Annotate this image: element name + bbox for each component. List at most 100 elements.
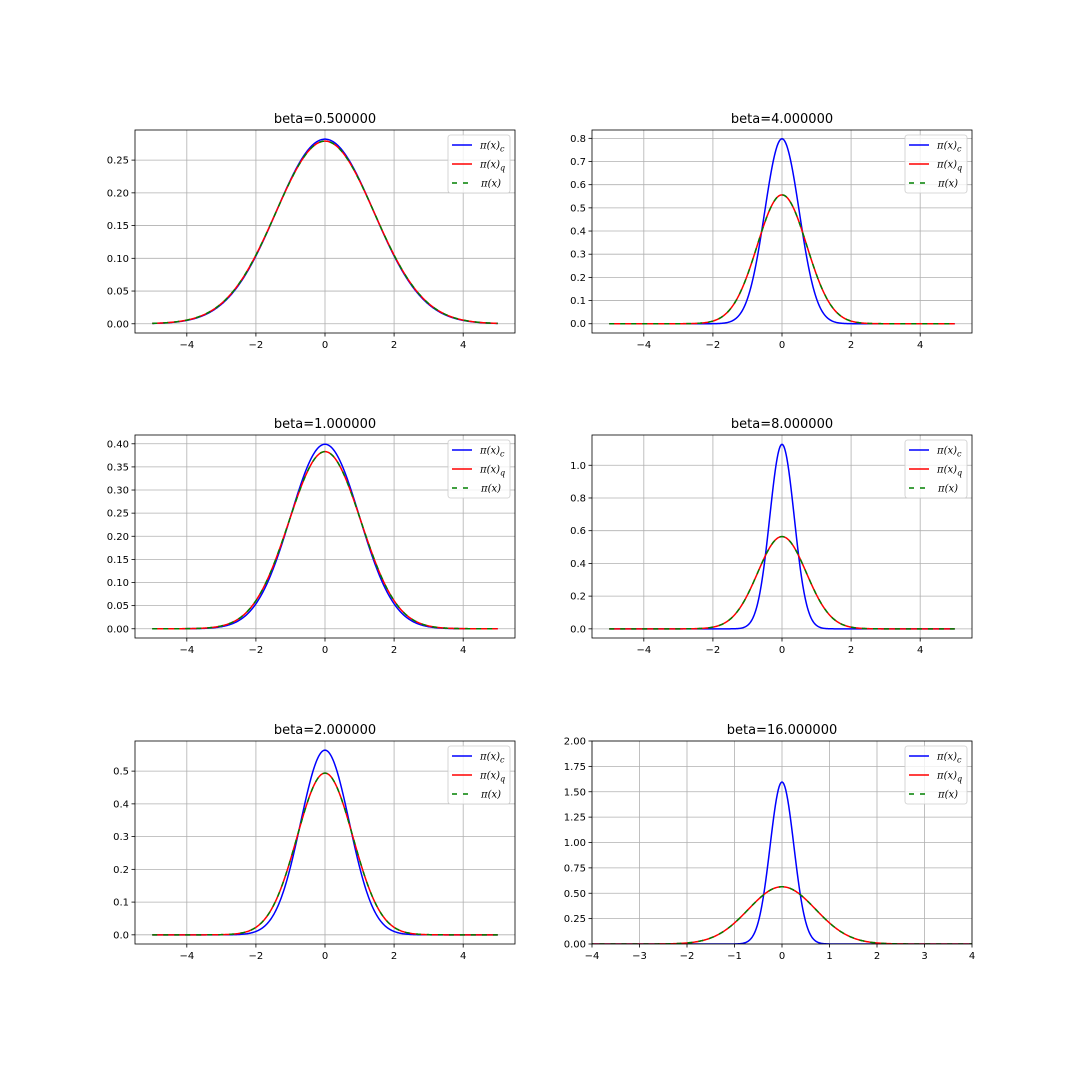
series-line-3	[152, 140, 498, 325]
subplot-1: −4 −2 0 2 4 0.00 0.05 0.10 0.15 0.20 0.25 beta=0.50…	[107, 112, 516, 351]
y-tick-label: 0.25	[564, 914, 586, 925]
series-line-3	[609, 194, 955, 325]
y-tick-label: 0.20	[107, 188, 129, 199]
legend-label: π(x)c	[479, 446, 505, 459]
y-tick-label: 0.05	[107, 287, 129, 298]
x-tick-label: 4	[917, 645, 923, 656]
series-line-3	[609, 535, 955, 630]
legend: π(x)c π(x)q π(x)	[447, 745, 511, 805]
x-tick-label: 2	[391, 645, 397, 656]
y-tick-label: 0.0	[113, 930, 129, 941]
legend-label: π(x)c	[936, 141, 962, 154]
x-tick-label: 0	[779, 951, 785, 962]
x-tick-label: 3	[921, 951, 927, 962]
y-tick-label: 1.50	[564, 787, 586, 798]
y-tick-label: 0.0	[570, 319, 586, 330]
x-tick-label: 2	[391, 951, 397, 962]
x-tick-label: −2	[706, 340, 721, 351]
subplot-title: beta=4.000000	[731, 112, 833, 127]
x-tick-label: −1	[727, 951, 742, 962]
y-tick-label: 0.30	[107, 486, 129, 497]
x-tick-label: −4	[585, 951, 600, 962]
legend-label: π(x)c	[479, 752, 505, 765]
legend-box	[447, 134, 511, 194]
legend-label: π(x)	[480, 484, 501, 495]
y-tick-label: 0.5	[570, 203, 586, 214]
y-tick-label: 0.8	[570, 493, 586, 504]
y-tick-label: 0.2	[570, 273, 586, 284]
x-tick-label: 4	[460, 340, 466, 351]
x-tick-label: 2	[848, 340, 854, 351]
y-tick-label: 1.00	[564, 838, 586, 849]
y-tick-label: 0.1	[113, 898, 129, 909]
series-group	[152, 749, 498, 936]
x-tick-label: 0	[322, 951, 328, 962]
grid	[592, 435, 972, 638]
legend-box	[447, 745, 511, 805]
legend-label: π(x)	[480, 179, 501, 190]
series-group	[609, 443, 955, 630]
series-group	[592, 781, 972, 944]
series-line-3	[152, 772, 498, 936]
x-tick-label: −4	[179, 340, 194, 351]
x-tick-label: −2	[249, 340, 264, 351]
series-line-3	[152, 450, 498, 630]
subplot-2: −4 −2 0 2 4 0.0 0.1 0.2 0.3 0.4 0.5 0.6 0.7 0.8 beta=4…	[570, 112, 973, 351]
subplot-3: −4 −2 0 2 4 0.00 0.05 0.10 0.15 0.20 0.25 0.30 0.35 0…	[107, 417, 516, 656]
series-line-3	[592, 885, 972, 944]
y-tick-label: 0.25	[107, 509, 129, 520]
y-tick-label: 0.5	[113, 767, 129, 778]
y-tick-label: 1.25	[564, 813, 586, 824]
legend-label: π(x)	[937, 179, 958, 190]
x-tick-label: 4	[917, 340, 923, 351]
x-tick-label: −2	[249, 951, 264, 962]
y-tick-label: 0.00	[107, 319, 129, 330]
y-tick-label: 0.7	[570, 157, 586, 168]
legend-box	[904, 134, 968, 194]
x-tick-label: −2	[680, 951, 695, 962]
legend: π(x)c π(x)q π(x)	[447, 134, 511, 194]
legend: π(x)c π(x)q π(x)	[904, 134, 968, 194]
series-group	[152, 138, 498, 325]
y-tick-label: 0.4	[113, 799, 129, 810]
x-tick-label: −4	[636, 340, 651, 351]
subplot-title: beta=0.500000	[274, 112, 376, 127]
y-tick-label: 0.0	[570, 624, 586, 635]
legend-label: π(x)q	[479, 771, 505, 784]
x-tick-label: 0	[322, 340, 328, 351]
y-tick-label: 0.4	[570, 559, 586, 570]
legend-label: π(x)	[480, 790, 501, 801]
subplot-5: −4 −2 0 2 4 0.0 0.1 0.2 0.3 0.4 0.5 beta=2.000000 π(…	[113, 723, 516, 962]
y-tick-label: 0.3	[570, 250, 586, 261]
y-tick-label: 0.6	[570, 526, 586, 537]
y-tick-label: 0.3	[113, 832, 129, 843]
legend-label: π(x)	[937, 484, 958, 495]
y-tick-label: 0.10	[107, 254, 129, 265]
x-tick-label: −3	[632, 951, 647, 962]
legend-label: π(x)c	[936, 446, 962, 459]
x-tick-label: −4	[179, 951, 194, 962]
subplot-title: beta=8.000000	[731, 417, 833, 432]
y-tick-label: 1.75	[564, 762, 586, 773]
y-tick-label: 0.1	[570, 296, 586, 307]
subplot-6: −4 −3 −2 −1 0 1 2 3 4 0.00 0.25 0.50 0.75 1.00 1.25 1.5…	[564, 723, 975, 962]
y-tick-label: 0.15	[107, 221, 129, 232]
x-tick-label: 4	[460, 645, 466, 656]
series-group	[152, 443, 498, 630]
x-tick-label: 2	[391, 340, 397, 351]
legend-label: π(x)c	[936, 752, 962, 765]
subplot-title: beta=1.000000	[274, 417, 376, 432]
x-tick-label: 2	[874, 951, 880, 962]
x-tick-label: −2	[706, 645, 721, 656]
series-line-1	[592, 781, 972, 944]
y-tick-label: 0.10	[107, 578, 129, 589]
x-tick-label: −2	[249, 645, 264, 656]
x-tick-label: 1	[826, 951, 832, 962]
y-tick-label: 0.2	[113, 865, 129, 876]
x-tick-label: −4	[636, 645, 651, 656]
legend: π(x)c π(x)q π(x)	[904, 439, 968, 499]
y-tick-label: 2.00	[564, 737, 586, 748]
subplot-4: −4 −2 0 2 4 0.0 0.2 0.4 0.6 0.8 1.0 beta=8.000000 π(…	[570, 417, 973, 656]
y-tick-label: 0.35	[107, 462, 129, 473]
